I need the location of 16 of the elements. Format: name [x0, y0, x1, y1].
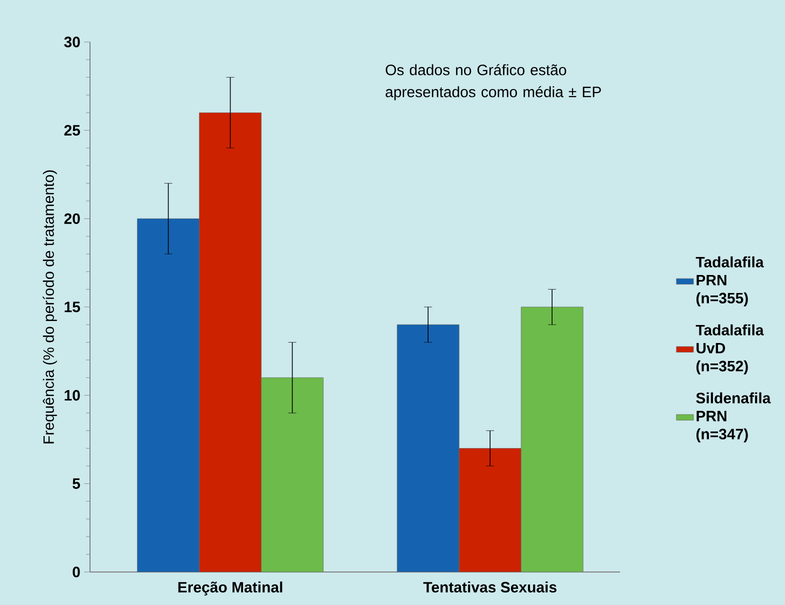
bar [520, 306, 584, 572]
legend-label: Tadalafila UvD (n=352) [696, 324, 764, 374]
bar [261, 377, 324, 572]
y-tick-label: 10 [64, 390, 80, 401]
x-tick-label: Ereção Matinal [178, 582, 282, 596]
legend-label: Sildenafila PRN (n=347) [696, 392, 771, 442]
y-tick-label: 25 [64, 125, 80, 136]
y-tick-label: 5 [72, 478, 80, 489]
y-tick-label: 15 [64, 302, 80, 312]
annotation: Os dados no Gráfico estão apresentados como média ± EP [386, 64, 601, 100]
y-tick-label: 30 [64, 36, 80, 48]
x-tick-label: Tentativas Sexuais [423, 582, 556, 593]
y-tick-label: 0 [72, 566, 80, 578]
legend-label: Tadalafila PRN (n=355) [696, 256, 764, 306]
y-tick-label: 20 [64, 213, 80, 224]
y-axis-title: Frequência (% do período de tratamento) [42, 170, 57, 444]
